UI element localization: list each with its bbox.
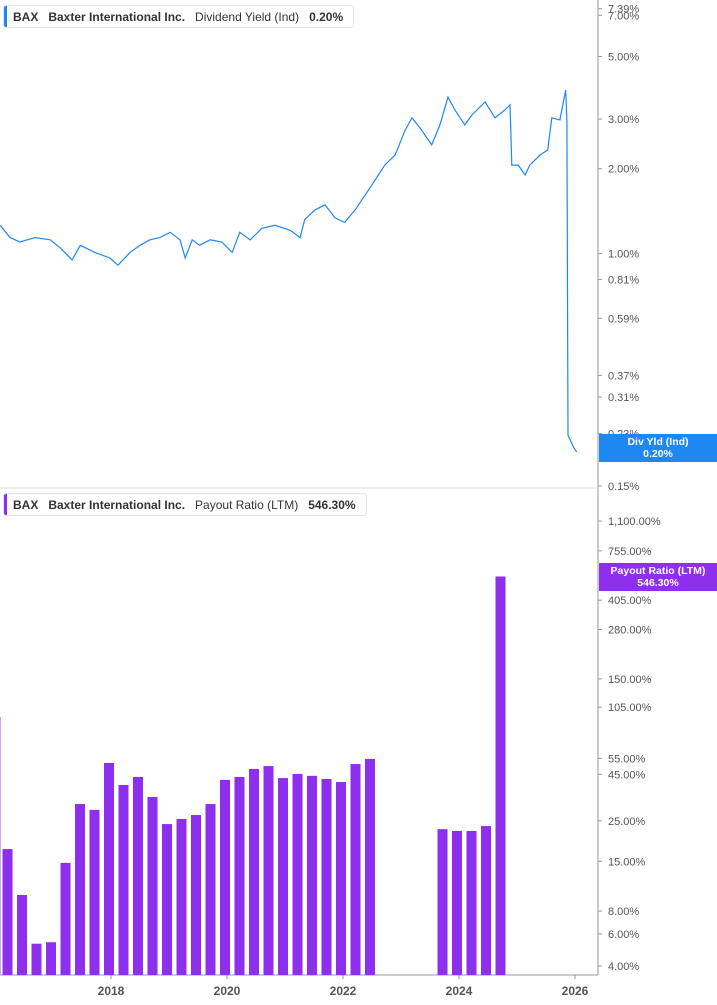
legend-value: 0.20%: [309, 9, 344, 24]
y-tick-label: 4.00%: [608, 961, 639, 973]
y-tick-label: 1.00%: [608, 249, 639, 261]
payout-bar-2016Q4: [46, 942, 56, 975]
payout-bar-2016Q1: [2, 849, 13, 975]
payout-bar-2019Q1: [176, 818, 187, 975]
payout-bar-2021Q2: [307, 775, 317, 975]
tag-value: 546.30%: [637, 577, 679, 589]
legend-company: Baxter International Inc.: [48, 497, 186, 512]
legend-metric: Payout Ratio (LTM): [195, 497, 299, 512]
y-tick-label: 2.00%: [608, 164, 639, 176]
payout-bar-2023Q4: [452, 830, 462, 975]
y-tick-label: 3.00%: [608, 114, 639, 126]
y-tick-label: 55.00%: [608, 753, 646, 765]
x-tick-label: 2026: [562, 984, 589, 998]
y-tick-label: 45.00%: [608, 769, 646, 781]
legend-ticker: BAX: [13, 497, 39, 512]
legend-payout-ratio: BAX Baxter International Inc. Payout Rat…: [3, 493, 367, 516]
tag-label: Payout Ratio (LTM): [610, 565, 706, 577]
payout-bar-2021Q1: [292, 773, 303, 975]
payout-bar-2021Q3: [321, 778, 332, 975]
y-tick-label: 0.31%: [608, 392, 639, 404]
payout-bar-2024Q3: [495, 576, 506, 975]
legend-accent: [4, 494, 7, 515]
payout-bar-2023Q3: [437, 829, 448, 975]
payout-bar-2022Q1: [350, 764, 361, 975]
x-tick-label: 2018: [98, 984, 125, 998]
payout-bar-2017Q2: [75, 804, 85, 975]
y-tick-label: 15.00%: [608, 856, 646, 868]
payout-bar-2017Q1: [60, 862, 71, 975]
y-tick-label: 150.00%: [608, 674, 652, 686]
y-tick-label: 6.00%: [608, 929, 639, 941]
y-tick-label: 0.59%: [608, 313, 639, 325]
y-tick-label: 1,100.00%: [608, 516, 661, 528]
payout-bar-2018Q3: [147, 796, 158, 975]
y-tick-label: 7.39%: [608, 4, 639, 16]
y-tick-label: 280.00%: [608, 624, 652, 636]
payout-bar-2019Q3: [205, 804, 216, 975]
y-tick-label: 7.00%: [608, 10, 639, 22]
payout-bar-2024Q2: [481, 826, 491, 975]
payout-bar-2018Q2: [133, 776, 143, 975]
legend-metric: Dividend Yield (Ind): [195, 9, 300, 24]
current-payout-tag: Payout Ratio (LTM) 546.30%: [599, 563, 717, 591]
legend-ticker: BAX: [13, 9, 39, 24]
tag-label: Div Yld (Ind): [627, 436, 689, 448]
payout-bar-2018Q4: [162, 824, 172, 975]
legend-dividend-yield: BAX Baxter International Inc. Dividend Y…: [3, 5, 355, 28]
payout-bar-2020Q1: [234, 776, 245, 975]
y-tick-label: 25.00%: [608, 816, 646, 828]
y-tick-label: 105.00%: [608, 702, 652, 714]
y-tick-label: 5.00%: [608, 52, 639, 64]
payout-bar-2018Q1: [118, 784, 129, 975]
legend-value: 546.30%: [308, 497, 356, 512]
payout-bar-2020Q4: [278, 778, 288, 975]
payout-bar-2019Q4: [220, 779, 230, 975]
x-tick-label: 2022: [330, 984, 357, 998]
legend-accent: [4, 6, 7, 27]
x-tick-label: 2020: [214, 984, 241, 998]
payout-bar-2017Q4: [104, 762, 114, 975]
payout-bar-2021Q4: [336, 782, 346, 975]
payout-bar-2024Q1: [466, 830, 477, 975]
payout-bar-2017Q3: [89, 809, 100, 975]
payout-bar-2020Q3: [263, 766, 274, 975]
legend-company: Baxter International Inc.: [48, 9, 186, 24]
y-tick-label: 0.81%: [608, 274, 639, 286]
y-tick-label: 405.00%: [608, 595, 652, 607]
current-yield-tag: Div Yld (Ind) 0.20%: [599, 434, 717, 462]
payout-bar-2020Q2: [249, 768, 259, 975]
payout-bar-2016Q2: [17, 895, 27, 975]
tag-value: 0.20%: [643, 448, 673, 460]
y-tick-label: 0.15%: [608, 481, 639, 493]
dividend-yield-line: [0, 89, 578, 453]
payout-bar-2019Q2: [191, 815, 201, 975]
x-tick-label: 2024: [446, 984, 473, 998]
payout-bar-2022Q2: [365, 758, 375, 975]
payout-bar-2016Q3: [31, 943, 42, 975]
y-tick-label: 755.00%: [608, 546, 652, 558]
y-tick-label: 8.00%: [608, 906, 639, 918]
y-tick-label: 0.37%: [608, 370, 639, 382]
